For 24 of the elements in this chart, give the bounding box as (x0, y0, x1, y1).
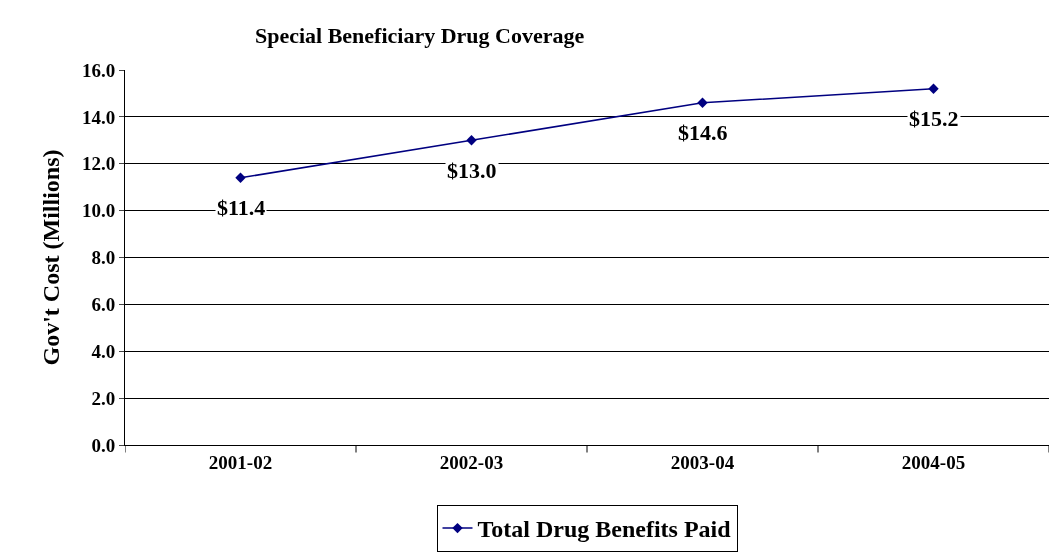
x-tick-label: 2003-04 (670, 451, 735, 473)
y-tick-label: 10.0 (81, 200, 116, 222)
y-tick-label: 4.0 (91, 340, 116, 362)
y-tick-label: 8.0 (91, 247, 116, 269)
y-tick-label: 16.0 (81, 59, 116, 81)
y-axis-title: Gov't Cost (Millions) (38, 149, 65, 366)
point (697, 97, 708, 109)
data-label: $13.0 (447, 158, 497, 183)
legend-label: Total Drug Benefits Paid (477, 516, 732, 543)
point (466, 135, 477, 146)
x-tick-label: 2004-05 (901, 451, 966, 473)
y-tick-label: 2.0 (91, 387, 116, 409)
x-tick-label: 2001-02 (208, 451, 273, 473)
data-label: $11.4 (217, 195, 266, 220)
chart-title: Special Beneficiary Drug Coverage (254, 23, 585, 48)
y-tick-label: 12.0 (81, 153, 116, 175)
point (928, 83, 939, 94)
data-label: $15.2 (909, 106, 959, 131)
point (235, 172, 246, 184)
x-tick-label: 2002-03 (439, 451, 504, 473)
y-tick-label: 6.0 (91, 294, 116, 316)
y-tick-label: 14.0 (81, 106, 116, 128)
y-tick-label: 0.0 (91, 434, 116, 456)
data-label: $14.6 (678, 120, 728, 145)
